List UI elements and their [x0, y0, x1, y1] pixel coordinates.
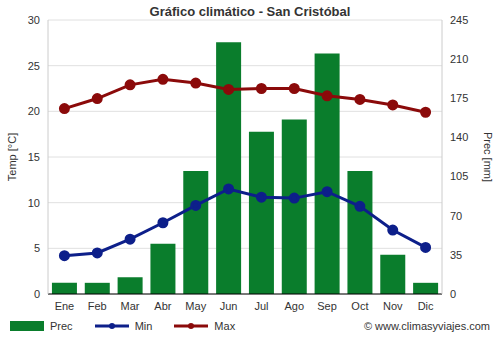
- svg-text:Dic: Dic: [418, 300, 434, 312]
- svg-text:Sep: Sep: [317, 300, 337, 312]
- svg-text:15: 15: [28, 151, 40, 163]
- svg-text:0: 0: [450, 288, 456, 300]
- svg-text:175: 175: [450, 92, 468, 104]
- svg-text:Mar: Mar: [121, 300, 140, 312]
- svg-text:25: 25: [28, 60, 40, 72]
- svg-text:Ene: Ene: [55, 300, 75, 312]
- svg-text:140: 140: [450, 131, 468, 143]
- html-text:Max: Max: [214, 320, 236, 332]
- svg-text:10: 10: [28, 197, 40, 209]
- html-text:Min: Min: [134, 320, 153, 332]
- svg-text:210: 210: [450, 53, 468, 65]
- svg-text:Ago: Ago: [284, 300, 304, 312]
- html-text:Gráfico climático - San Cristó: Gráfico climático - San Cristóbal: [149, 4, 351, 19]
- svg-text:Feb: Feb: [88, 300, 107, 312]
- svg-text:20: 20: [28, 105, 40, 117]
- svg-text:Prec [mm]: Prec [mm]: [482, 132, 492, 182]
- svg-text:Temp [°C]: Temp [°C]: [8, 133, 18, 181]
- svg-text:Oct: Oct: [351, 300, 368, 312]
- svg-text:Abr: Abr: [154, 300, 171, 312]
- html-text:© www.climasyviajes.com: © www.climasyviajes.com: [363, 320, 490, 332]
- svg-text:245: 245: [450, 14, 468, 26]
- svg-text:Jul: Jul: [254, 300, 268, 312]
- svg-text:70: 70: [450, 210, 462, 222]
- svg-text:Nov: Nov: [383, 300, 403, 312]
- svg-text:30: 30: [28, 14, 40, 26]
- svg-text:Jun: Jun: [220, 300, 238, 312]
- svg-text:35: 35: [450, 249, 462, 261]
- svg-text:105: 105: [450, 170, 468, 182]
- svg-text:May: May: [185, 300, 206, 312]
- svg-text:5: 5: [34, 242, 40, 254]
- svg-text:0: 0: [34, 288, 40, 300]
- html-text:Prec: Prec: [50, 320, 73, 332]
